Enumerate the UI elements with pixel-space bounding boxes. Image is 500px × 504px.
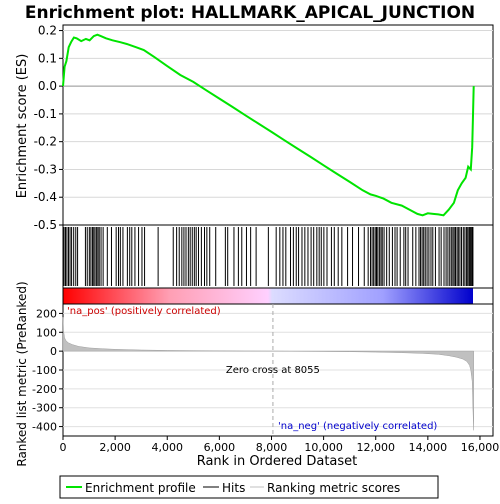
es-y-axis: 0.2 0.1 0.0 -0.1 -0.2 -0.3 -0.4 -0.5 bbox=[34, 24, 63, 232]
x-tick-label: 16,000 bbox=[461, 441, 500, 454]
negative-correlation-label: 'na_neg' (negatively correlated) bbox=[278, 421, 437, 432]
es-y-tick-label: -0.4 bbox=[34, 190, 57, 204]
metric-y-tick-label: -400 bbox=[32, 421, 57, 434]
es-gridlines bbox=[63, 30, 493, 226]
x-tick-label: 10,000 bbox=[304, 441, 343, 454]
enrichment-profile-line bbox=[62, 33, 475, 217]
zero-cross-label: Zero cross at 8055 bbox=[226, 365, 320, 376]
hit-markers bbox=[63, 227, 474, 286]
metric-y-tick-label: 200 bbox=[36, 307, 57, 320]
es-y-tick-label: -0.1 bbox=[34, 107, 57, 121]
x-tick-label: 8,000 bbox=[256, 441, 288, 454]
es-y-tick-label: -0.5 bbox=[34, 218, 57, 232]
metric-y-tick-label: 0 bbox=[50, 345, 57, 358]
metric-x-axis: 0 2,000 4,000 6,000 8,000 10,000 12,000 14,000 1… bbox=[60, 436, 500, 454]
es-y-tick-label: -0.2 bbox=[34, 135, 57, 149]
legend-box bbox=[59, 475, 439, 499]
x-axis-label: Rank in Ordered Dataset bbox=[197, 454, 358, 469]
es-y-axis-label: Enrichment score (ES) bbox=[15, 54, 30, 199]
metric-y-tick-label: 100 bbox=[36, 326, 57, 339]
x-tick-label: 14,000 bbox=[409, 441, 448, 454]
x-tick-label: 2,000 bbox=[99, 441, 131, 454]
x-tick-label: 12,000 bbox=[356, 441, 395, 454]
x-tick-label: 0 bbox=[60, 441, 67, 454]
metric-y-axis-label: Ranked list metric (PreRanked) bbox=[15, 281, 29, 466]
es-y-tick-label: 0.0 bbox=[38, 79, 57, 93]
es-y-tick-label: -0.3 bbox=[34, 162, 57, 176]
metric-y-axis: 200 100 0 -100 -200 -300 -400 bbox=[32, 307, 63, 434]
metric-y-tick-label: -300 bbox=[32, 402, 57, 415]
es-panel-frame bbox=[62, 24, 494, 226]
chart-title: Enrichment plot: HALLMARK_APICAL_JUNCTIO… bbox=[25, 3, 475, 23]
metric-y-tick-label: -200 bbox=[32, 383, 57, 396]
rank-color-bar bbox=[63, 288, 473, 304]
es-y-tick-label: 0.2 bbox=[38, 24, 57, 38]
legend-metric-label: Ranking metric scores bbox=[267, 481, 400, 495]
legend-hits-label: Hits bbox=[222, 481, 245, 495]
legend-enrichment-label: Enrichment profile bbox=[85, 481, 196, 495]
es-y-tick-label: 0.1 bbox=[38, 51, 57, 65]
metric-y-tick-label: -100 bbox=[32, 364, 57, 377]
ranking-metric-area bbox=[62, 317, 474, 431]
x-tick-label: 6,000 bbox=[204, 441, 236, 454]
x-tick-label: 4,000 bbox=[151, 441, 183, 454]
positive-correlation-label: 'na_pos' (positively correlated) bbox=[67, 306, 221, 317]
